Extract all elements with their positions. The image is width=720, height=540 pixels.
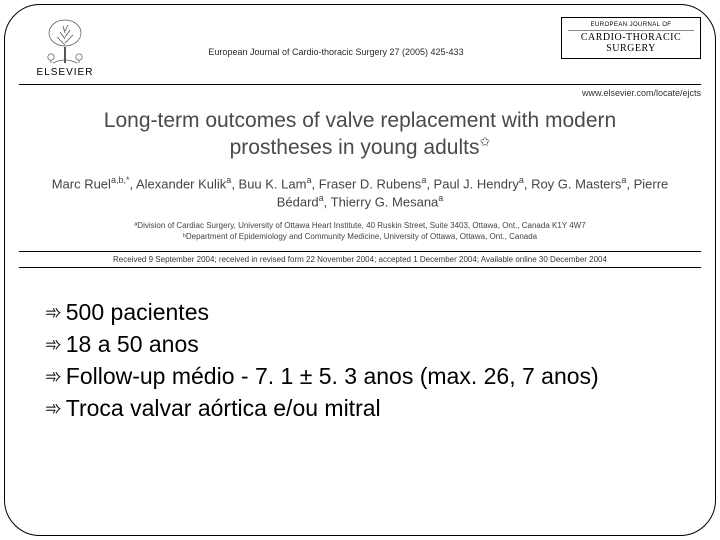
bullet-text: 500 pacientes <box>66 298 681 328</box>
affiliation-a: ªDivision of Cardiac Surgery, University… <box>43 221 677 232</box>
bullet-item: ➾Follow-up médio - 7. 1 ± 5. 3 anos (max… <box>45 362 681 392</box>
paper-title: Long-term outcomes of valve replacement … <box>29 108 691 162</box>
slide-frame: ELSEVIER European Journal of Cardio-thor… <box>4 4 716 536</box>
bullet-item: ➾Troca valvar aórtica e/ou mitral <box>45 394 681 424</box>
bullet-glyph-icon: ➾ <box>45 298 62 326</box>
paper-header: ELSEVIER European Journal of Cardio-thor… <box>19 17 701 268</box>
bullet-item: ➾18 a 50 anos <box>45 330 681 360</box>
authors-line: Marc Ruela,b,*, Alexander Kulika, Buu K.… <box>45 174 675 212</box>
bullet-list: ➾500 pacientes➾18 a 50 anos➾Follow-up mé… <box>45 298 681 424</box>
journal-reference: European Journal of Cardio-thoracic Surg… <box>111 17 561 57</box>
header-row: ELSEVIER European Journal of Cardio-thor… <box>19 17 701 85</box>
received-dates: Received 9 September 2004; received in r… <box>19 251 701 268</box>
journal-box-line1: CARDIO-THORACIC <box>568 33 694 44</box>
title-line1: Long-term outcomes of valve replacement … <box>104 109 616 132</box>
journal-box-line2: SURGERY <box>568 44 694 55</box>
bullet-glyph-icon: ➾ <box>45 330 62 358</box>
journal-url: www.elsevier.com/locate/ejcts <box>19 88 701 98</box>
bullet-glyph-icon: ➾ <box>45 394 62 422</box>
bullet-text: Follow-up médio - 7. 1 ± 5. 3 anos (max.… <box>66 362 681 392</box>
elsevier-tree-icon <box>37 17 93 65</box>
journal-title-box: EUROPEAN JOURNAL OF CARDIO-THORACIC SURG… <box>561 17 701 59</box>
bullet-text: 18 a 50 anos <box>66 330 681 360</box>
bullet-glyph-icon: ➾ <box>45 362 62 390</box>
affiliations: ªDivision of Cardiac Surgery, University… <box>43 221 677 243</box>
bullet-text: Troca valvar aórtica e/ou mitral <box>66 394 681 424</box>
title-line2: prostheses in young adults <box>230 136 480 159</box>
affiliation-b: ᵇDepartment of Epidemiology and Communit… <box>43 232 677 243</box>
bullet-item: ➾500 pacientes <box>45 298 681 328</box>
publisher-logo-block: ELSEVIER <box>19 17 111 78</box>
publisher-name: ELSEVIER <box>37 67 94 78</box>
journal-box-top: EUROPEAN JOURNAL OF <box>568 22 694 31</box>
title-star-icon: ✩ <box>479 134 490 149</box>
